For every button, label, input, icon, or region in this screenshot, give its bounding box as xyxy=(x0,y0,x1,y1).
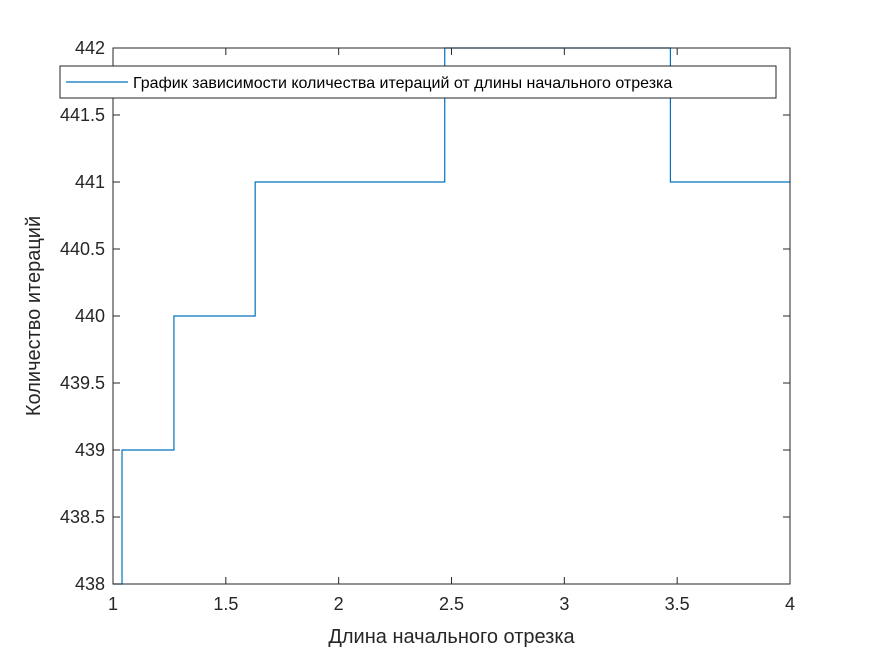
x-tick-label: 1 xyxy=(108,594,118,614)
y-tick-label: 440.5 xyxy=(60,239,105,259)
y-tick-label: 442 xyxy=(75,38,105,58)
series-layer xyxy=(113,47,790,585)
ticks-layer: 1 1.5 2 2.5 3 3.5 4 438 438.5 439 439.5 440 440.5 441… xyxy=(60,38,795,614)
legend: График зависимости количества итераций о… xyxy=(59,65,777,99)
y-axis-label: Количество итераций xyxy=(23,216,45,416)
y-tick-label: 440 xyxy=(75,306,105,326)
series-line-0 xyxy=(113,47,790,585)
legend-entry-label: График зависимости количества итераций о… xyxy=(133,75,672,92)
x-axis-label: Длина начального отрезка xyxy=(328,626,575,648)
y-tick-label: 439.5 xyxy=(60,373,105,393)
y-tick-label: 441.5 xyxy=(60,105,105,125)
x-tick-label: 4 xyxy=(785,594,795,614)
y-tick-label: 441 xyxy=(75,172,105,192)
y-tick-label: 438.5 xyxy=(60,507,105,527)
x-tick-label: 2.5 xyxy=(439,594,464,614)
x-tick-label: 3 xyxy=(559,594,569,614)
axes-box xyxy=(112,47,791,585)
y-tick-label: 438 xyxy=(75,574,105,594)
x-tick-label: 2 xyxy=(334,594,344,614)
x-tick-label: 1.5 xyxy=(213,594,238,614)
x-tick-label: 3.5 xyxy=(665,594,690,614)
legend-box xyxy=(59,65,777,99)
y-tick-label: 439 xyxy=(75,440,105,460)
